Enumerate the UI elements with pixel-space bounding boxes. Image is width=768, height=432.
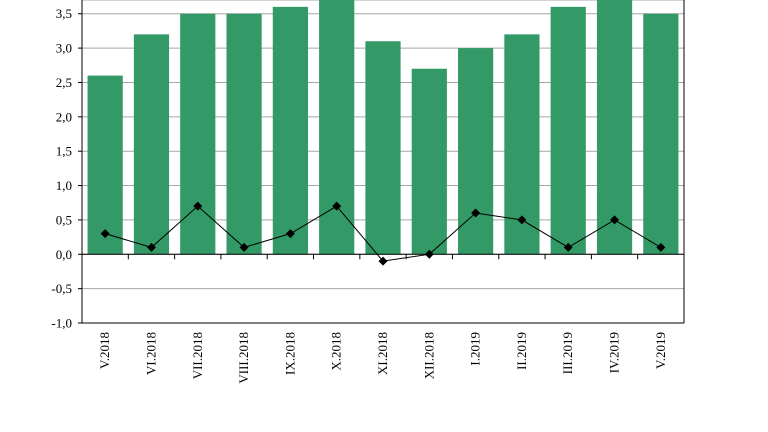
line-marker [471, 208, 481, 218]
line-marker [285, 229, 295, 239]
x-tick-label: XI.2018 [375, 332, 390, 375]
y-tick-label: 0,0 [56, 247, 72, 262]
line-marker [100, 229, 110, 239]
bar [550, 6, 586, 255]
bar-series [87, 0, 679, 255]
line-series [100, 201, 666, 266]
bar [87, 75, 123, 255]
y-tick-labels: -1,0 -0,5 0,0 0,5 1,0 1,5 2,0 2,5 3,0 3,5 [51, 6, 72, 330]
line-marker [656, 242, 666, 252]
bar [458, 48, 494, 255]
line-marker [146, 242, 156, 252]
y-tick-label: 1,5 [56, 144, 72, 159]
x-tick-label: IV.2019 [607, 332, 622, 373]
x-tick-label: IX.2018 [282, 332, 297, 375]
y-tick-label: 3,0 [56, 41, 72, 56]
x-tick-label: V.2018 [97, 332, 112, 369]
bar [411, 68, 447, 255]
bar [133, 34, 170, 255]
x-tick-label: VIII.2018 [236, 332, 251, 384]
x-tick-label: VI.2018 [143, 332, 158, 375]
bar [319, 0, 355, 255]
bar [226, 13, 262, 255]
bar [272, 6, 308, 255]
x-tick-label: I.2019 [468, 332, 483, 366]
bar [643, 13, 679, 255]
x-tick-label: XII.2018 [421, 332, 436, 379]
x-tick-label: VII.2018 [190, 332, 205, 379]
x-tick-label: X.2018 [329, 332, 344, 371]
line-marker [424, 249, 434, 259]
x-tick-labels: V.2018 VI.2018 VII.2018 VIII.2018 IX.2018 X.2… [97, 332, 668, 384]
line-marker [563, 242, 573, 252]
line-marker [239, 242, 249, 252]
bar [180, 13, 216, 255]
y-tick-label: -1,0 [51, 316, 72, 331]
x-tick-label: III.2019 [560, 332, 575, 374]
line-marker [378, 256, 388, 266]
y-tick-label: 2,0 [56, 109, 72, 124]
y-tick-label: 1,0 [56, 178, 72, 193]
x-tick-label: II.2019 [514, 332, 529, 370]
line-marker [517, 215, 527, 225]
bar [596, 0, 633, 255]
line-marker [332, 201, 342, 211]
x-tick-label: V.2019 [653, 332, 668, 369]
line-marker [610, 215, 620, 225]
bar [365, 41, 401, 255]
line-marker [193, 201, 203, 211]
y-tick-label: -0,5 [51, 281, 72, 296]
axes [78, 0, 685, 324]
y-tick-label: 2,5 [56, 75, 72, 90]
y-tick-label: 3,5 [56, 6, 72, 21]
y-tick-label: 0,5 [56, 212, 72, 227]
